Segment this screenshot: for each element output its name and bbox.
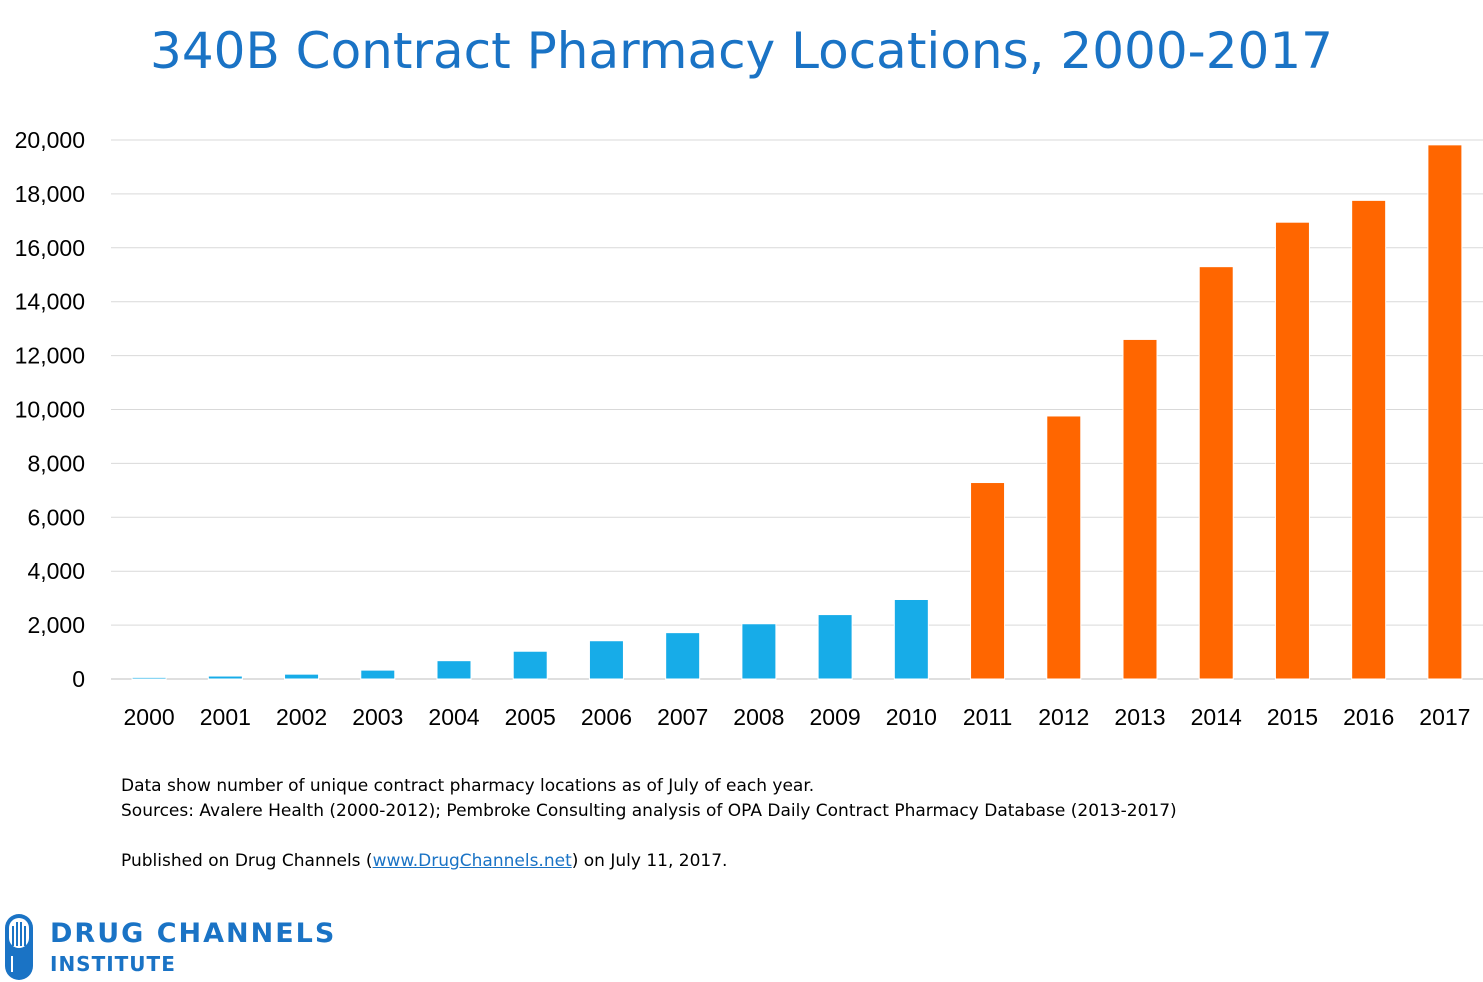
bar-2010: [893, 598, 929, 680]
x-tick-label: 2000: [124, 704, 175, 730]
y-tick-label: 14,000: [15, 289, 85, 315]
bar-2008: [741, 623, 777, 680]
x-tick-label: 2016: [1343, 704, 1394, 730]
y-tick-label: 4,000: [27, 558, 85, 584]
published-note: Published on Drug Channels (www.DrugChan…: [121, 851, 727, 871]
x-tick-label: 2011: [963, 704, 1012, 730]
bar-2015: [1274, 221, 1310, 680]
bar-2009: [817, 614, 853, 680]
x-tick-label: 2012: [1038, 704, 1089, 730]
bar-2017: [1427, 144, 1463, 680]
y-tick-label: 10,000: [15, 397, 85, 423]
y-tick-label: 0: [72, 666, 85, 692]
y-tick-label: 12,000: [15, 343, 85, 369]
y-axis-ticks: 0 2,000 4,000 6,000 8,000 10,000 12,000 14,000 1…: [15, 127, 85, 692]
bar-2016: [1351, 199, 1387, 680]
x-tick-label: 2006: [581, 704, 632, 730]
bars: [131, 144, 1463, 680]
y-tick-label: 16,000: [15, 235, 85, 261]
bar-2003: [360, 669, 396, 680]
sources-note: Sources: Avalere Health (2000-2012); Pem…: [121, 801, 1177, 821]
bar-2002: [284, 673, 320, 680]
y-tick-label: 2,000: [27, 612, 85, 638]
bar-2011: [970, 482, 1006, 680]
x-tick-label: 2009: [810, 704, 861, 730]
x-tick-label: 2001: [200, 704, 251, 730]
bar-chart: 0 2,000 4,000 6,000 8,000 10,000 12,000 14,000 1…: [15, 127, 1483, 730]
chart-title: 340B Contract Pharmacy Locations, 2000-2…: [150, 22, 1333, 80]
y-tick-label: 8,000: [27, 450, 85, 476]
x-tick-label: 2007: [657, 704, 708, 730]
bar-2007: [665, 632, 701, 680]
x-tick-label: 2004: [428, 704, 479, 730]
x-tick-label: 2015: [1267, 704, 1318, 730]
logo-title: DRUG CHANNELS: [50, 918, 337, 949]
x-tick-label: 2005: [505, 704, 556, 730]
gridlines: [111, 139, 1483, 680]
bar-2014: [1198, 266, 1234, 680]
bar-2013: [1122, 338, 1158, 680]
bar-2005: [512, 650, 548, 680]
y-tick-label: 18,000: [15, 181, 85, 207]
x-tick-label: 2002: [276, 704, 327, 730]
x-axis-ticks: 2000 2001 2002 2003 2004 2005 2006 2007 2008 2009…: [124, 704, 1471, 730]
bar-2006: [588, 640, 624, 680]
x-tick-label: 2008: [733, 704, 784, 730]
y-tick-label: 20,000: [15, 127, 85, 153]
drugchannels-link[interactable]: www.DrugChannels.net: [372, 851, 572, 871]
published-suffix: ) on July 11, 2017.: [571, 851, 728, 871]
x-tick-label: 2010: [886, 704, 937, 730]
x-tick-label: 2003: [352, 704, 403, 730]
pill-logo-icon: [5, 914, 33, 980]
bar-2000: [131, 676, 167, 680]
data-note: Data show number of unique contract phar…: [121, 776, 815, 796]
bar-2001: [207, 675, 243, 680]
x-tick-label: 2014: [1191, 704, 1242, 730]
logo-subtitle: INSTITUTE: [50, 952, 176, 976]
published-prefix: Published on Drug Channels (: [121, 851, 373, 871]
x-tick-label: 2017: [1419, 704, 1470, 730]
y-tick-label: 6,000: [27, 504, 85, 530]
x-tick-label: 2013: [1114, 704, 1165, 730]
bar-2012: [1046, 415, 1082, 680]
bar-2004: [436, 660, 472, 680]
